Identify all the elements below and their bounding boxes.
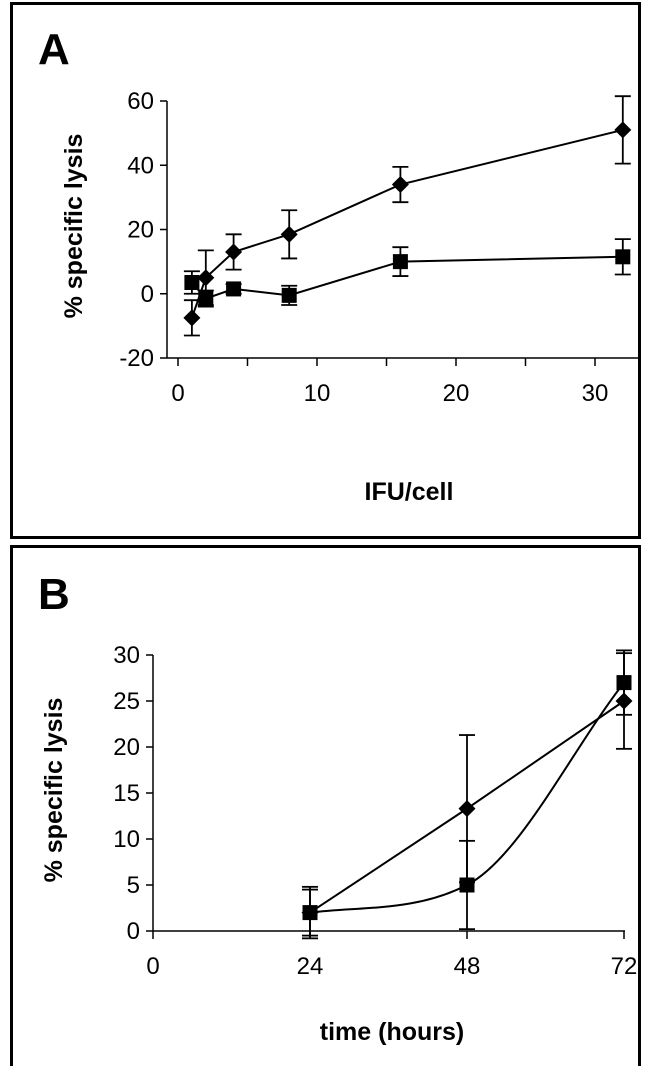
panel-b-frame <box>10 545 641 1066</box>
panel-b-y-tick-label: 0 <box>127 918 140 945</box>
panel-a-series-diamond-line <box>190 128 624 319</box>
panel-b-x-tick-label: 24 <box>297 953 324 980</box>
panel-a-x-tick-label: 10 <box>304 380 331 407</box>
panel-a-y-tick-label: 60 <box>127 88 154 115</box>
panel-b-series-square-point <box>459 877 475 893</box>
panel-a-y-tick-label: 0 <box>141 281 154 308</box>
panel-a-y-axis-label: % specific lysis <box>60 134 88 319</box>
panel-a-series-square-point <box>184 275 200 291</box>
panel-b-x-axis-label: time (hours) <box>320 1018 464 1046</box>
panel-b-y-tick-label: 25 <box>113 688 140 715</box>
panel-a-frame <box>10 2 641 539</box>
panel-b-x-tick-label: 72 <box>611 953 638 980</box>
panel-b-y-tick-label: 30 <box>113 642 140 669</box>
panel-a-series-square-point <box>226 281 242 297</box>
panel-a-x-tick-label: 30 <box>582 380 609 407</box>
panel-b-series-square-point <box>302 905 318 921</box>
panel-a-series-diamond-point <box>280 225 298 243</box>
panel-a-series-diamond-point <box>197 269 215 287</box>
panel-a-plot: -20 0 20 40 60 0 10 20 30 <box>119 88 640 407</box>
panel-b-y-axis-label: % specific lysis <box>40 698 68 883</box>
panel-a-series-diamond-point <box>183 309 201 327</box>
panel-a-series-square-point <box>281 287 297 303</box>
panel-a-x-axis-label: IFU/cell <box>365 478 454 506</box>
panel-a-y-tick-label: -20 <box>119 345 154 372</box>
panel-b-x-tick-label: 0 <box>146 953 159 980</box>
panel-b-series-square-line <box>309 681 625 914</box>
panel-a-y-tick-label: 40 <box>127 152 154 179</box>
panel-a-letter: A <box>38 25 70 74</box>
panel-b-plot: 0 5 10 15 20 25 30 0 24 48 72 <box>113 642 637 980</box>
panel-a-series-diamond-point <box>225 243 243 261</box>
panel-a-x-tick-label: 20 <box>443 380 470 407</box>
panel-a-series-square-point <box>615 249 631 265</box>
panel-a-series-square-point <box>392 254 408 270</box>
panel-a-y-tick-label: 20 <box>127 217 154 244</box>
panel-b-y-tick-label: 5 <box>127 872 140 899</box>
panel-a-series-diamond-point <box>391 176 409 194</box>
panel-b-x-tick-label: 48 <box>454 953 481 980</box>
panel-b-y-tick-label: 20 <box>113 734 140 761</box>
panel-b-series-diamond-point <box>458 800 476 818</box>
panel-a-x-tick-label: 0 <box>171 380 184 407</box>
panel-b-letter: B <box>38 570 70 619</box>
panel-b-y-tick-label: 10 <box>113 826 140 853</box>
panel-b-series-square-point <box>616 675 632 691</box>
panel-a-series-diamond-point <box>614 121 632 139</box>
panel-b-y-tick-label: 15 <box>113 780 140 807</box>
panel-a-series-square-point <box>198 291 214 307</box>
